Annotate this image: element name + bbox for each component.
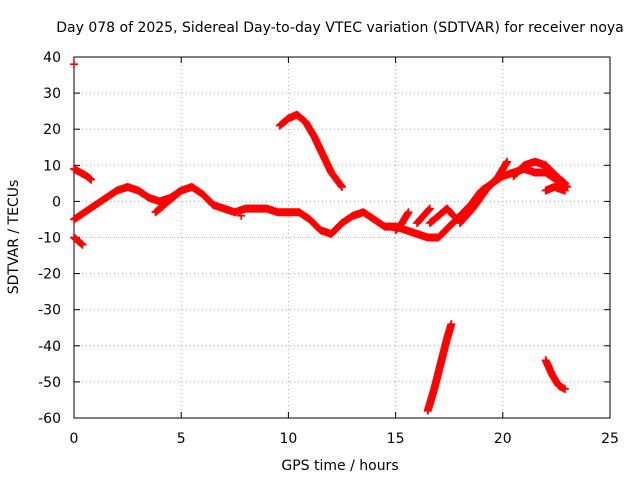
data-point (560, 385, 569, 394)
chart-title: Day 078 of 2025, Sidereal Day-to-day VTE… (56, 20, 624, 36)
y-tick-label: -30 (38, 303, 61, 319)
y-tick-label: -60 (38, 411, 61, 427)
data-points (70, 60, 572, 415)
data-point (559, 178, 568, 187)
y-tick-label: 10 (43, 158, 61, 174)
data-point (503, 157, 512, 166)
series-segment-c (151, 186, 186, 217)
series-segment-l (541, 356, 569, 394)
series-segment-b (70, 233, 87, 249)
series-segment-e (391, 208, 413, 235)
series-segment-a (70, 164, 96, 184)
data-point (560, 186, 569, 195)
series-segment-g (425, 204, 458, 228)
data-point (447, 320, 456, 329)
data-point (424, 205, 433, 214)
x-axis-label: GPS time / hours (281, 458, 398, 474)
series-segment-j (541, 182, 569, 195)
y-tick-label: 20 (43, 122, 61, 138)
x-axis: 0 5 10 15 20 25 (70, 57, 619, 447)
x-tick-label: 25 (601, 431, 619, 447)
data-point (230, 208, 239, 217)
y-tick-label: 0 (52, 194, 61, 210)
data-point (87, 175, 96, 184)
x-tick-label: 15 (387, 431, 405, 447)
x-tick-label: 20 (494, 431, 512, 447)
data-point (77, 239, 86, 248)
data-point (448, 210, 457, 219)
y-axis-label: SDTVAR / TECUs (6, 180, 22, 295)
y-tick-label: 30 (43, 86, 61, 102)
data-point (176, 187, 185, 196)
data-point (177, 186, 186, 195)
data-point (78, 240, 87, 249)
data-point (86, 174, 95, 183)
y-axis: -60 -50 -40 -30 -20 -10 0 10 20 30 40 (38, 50, 610, 427)
data-point (425, 204, 434, 213)
y-tick-label: -40 (38, 339, 61, 355)
x-tick-label: 10 (279, 431, 297, 447)
series-segment-f (413, 204, 434, 228)
x-tick-label: 0 (70, 431, 79, 447)
series-segment-d (275, 110, 346, 191)
data-point (70, 60, 78, 69)
series-segment-i (509, 157, 569, 188)
series-segment-k (423, 320, 456, 415)
data-point (449, 211, 458, 220)
y-tick-label: -10 (38, 231, 61, 247)
data-point (560, 179, 569, 188)
x-tick-label: 5 (177, 431, 186, 447)
data-point (337, 181, 346, 190)
data-point (338, 182, 346, 191)
series-segment-h (455, 157, 512, 228)
y-tick-label: -50 (38, 375, 61, 391)
y-tick-label: -20 (38, 267, 61, 283)
series-isolated-points (70, 60, 246, 220)
data-point (404, 208, 413, 217)
series-main-trend (70, 164, 572, 242)
data-point (237, 211, 246, 220)
y-tick-label: 40 (43, 50, 61, 66)
grid (74, 57, 610, 418)
